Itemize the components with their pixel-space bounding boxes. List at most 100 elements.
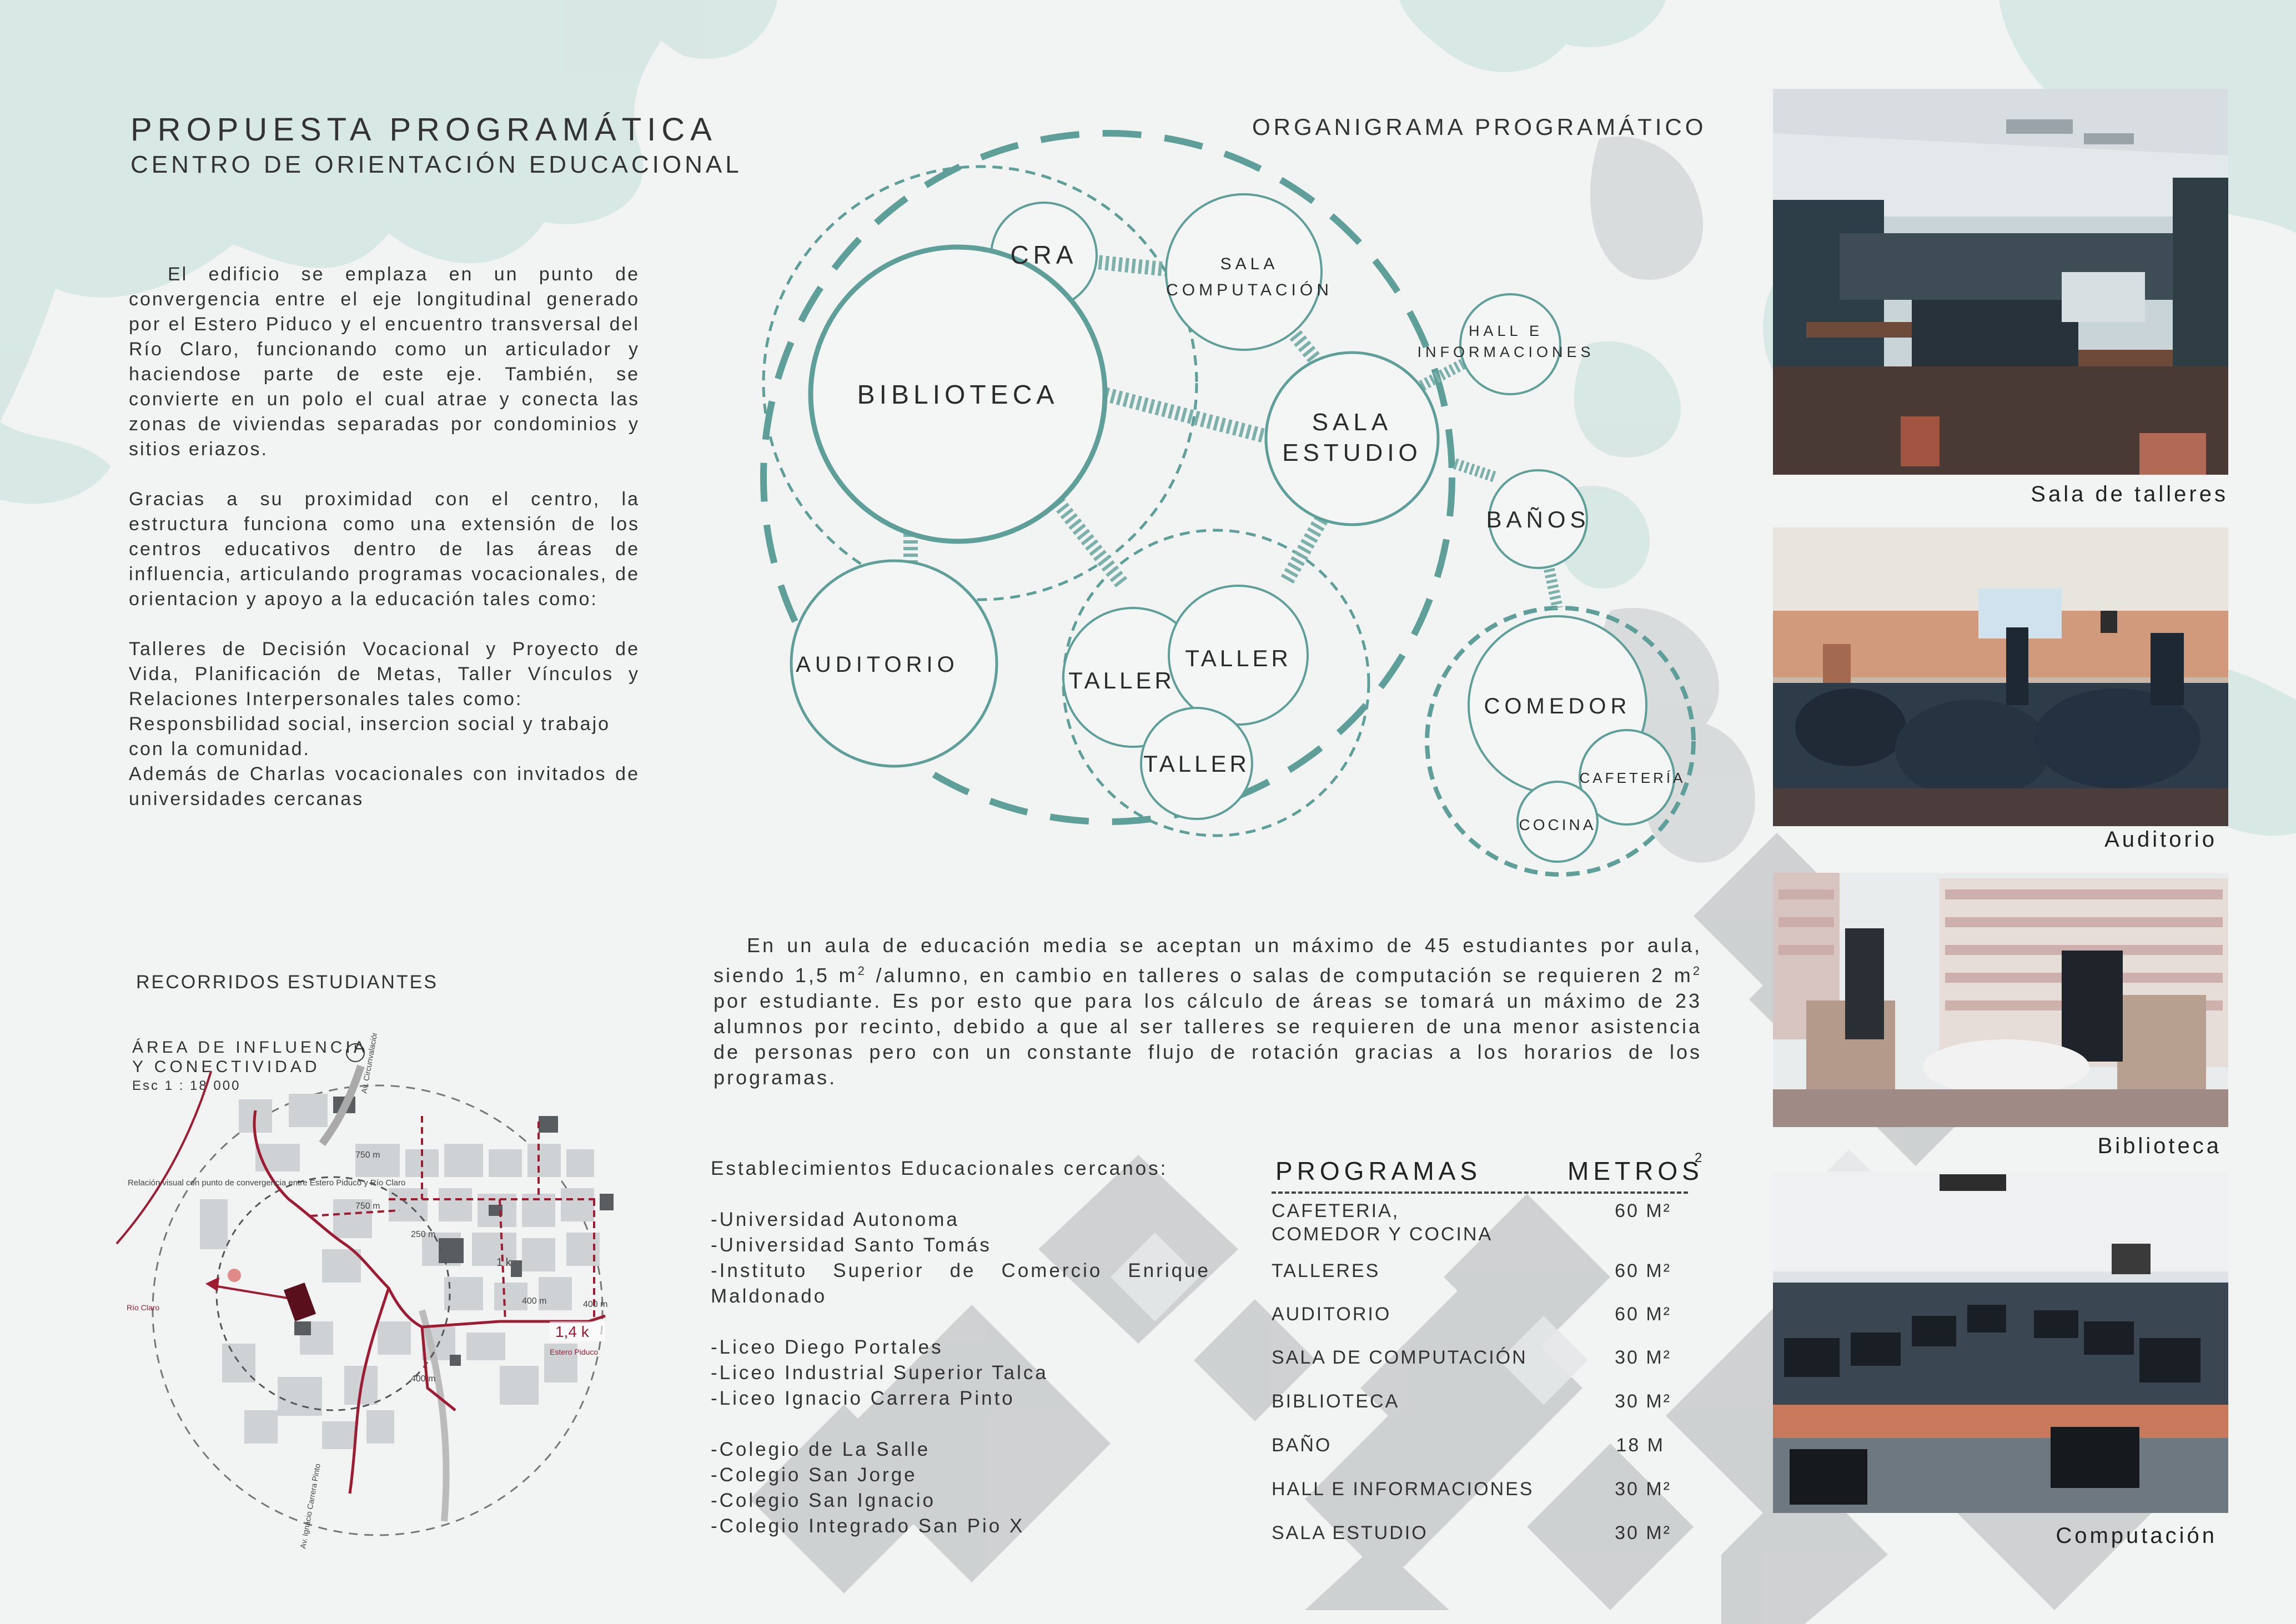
photo-sala-talleres [1773, 89, 2228, 475]
programas-header-metros: METROS [1567, 1157, 1704, 1185]
node-sala-estudio [1264, 351, 1440, 526]
programas-header-sup: 2 [1695, 1150, 1702, 1165]
page-subtitle: CENTRO DE ORIENTACIÓN EDUCACIONAL [130, 151, 742, 178]
intro-paragraph-2: Gracias a su proximidad con el centro, l… [129, 489, 640, 610]
node-taller-c-label: TALLER [1143, 751, 1250, 777]
caption-biblioteca: Biblioteca [2097, 1134, 2222, 1158]
est-colegio-san-jorge: -Colegio San Jorge [711, 1464, 917, 1486]
node-cocina-label: COCINA [1519, 816, 1596, 833]
intro-text: El edificio se emplaza en un punto de co… [129, 262, 640, 812]
programa-value: 30 M² [1615, 1391, 1671, 1412]
node-biblioteca [808, 244, 1108, 544]
comedor-group-circle [1425, 606, 1696, 877]
organigrama-diagram: CRA SALA COMPUTACIÓN BIBLIOTECA HALL E I… [760, 130, 1696, 877]
photo-biblioteca [1773, 873, 2228, 1127]
programa-name-2: COMEDOR Y COCINA [1272, 1224, 1493, 1245]
node-biblioteca-label: BIBLIOTECA [857, 380, 1059, 410]
node-taller-b-label: TALLER [1185, 645, 1292, 671]
node-hall-label-2: INFORMACIONES [1417, 344, 1594, 360]
capacity-text-1: En un aula de educación media se aceptan… [714, 934, 1702, 987]
outer-influence-circle [152, 1084, 604, 1536]
node-cra-label: CRA [1010, 240, 1077, 269]
intro-paragraph-4: Responsbilidad social, insercion social … [129, 713, 611, 760]
node-cafeteria [1579, 729, 1675, 826]
programa-name: HALL E INFORMACIONES [1272, 1479, 1534, 1500]
map-label-rio: Río Claro [127, 1303, 159, 1312]
establecimientos-title: Establecimientos Educacionales cercanos: [711, 1158, 1168, 1179]
programas-table: PROGRAMAS METROS 2 CAFETERIA, COMEDOR Y … [1272, 1149, 1705, 1571]
programa-name: SALA DE COMPUTACIÓN [1272, 1347, 1528, 1368]
programa-value: 30 M² [1615, 1522, 1671, 1543]
dist-750-a: 750 m [355, 1150, 380, 1160]
programa-name: AUDITORIO [1272, 1304, 1391, 1325]
page-title: PROPUESTA PROGRAMÁTICA [130, 112, 717, 148]
intro-paragraph-1: El edificio se emplaza en un punto de co… [129, 262, 640, 462]
establecimientos-group-2: -Liceo Diego Portales -Liceo Industrial … [711, 1335, 1210, 1411]
node-sala-comp-label-2: COMPUTACIÓN [1166, 281, 1333, 299]
outer-group-circle [760, 130, 1455, 825]
dist-400-c: 400 m [411, 1374, 435, 1384]
dist-400-b: 400 m [583, 1300, 607, 1309]
est-universidad-autonoma: -Universidad Autonoma [711, 1209, 959, 1230]
capacity-text-3: por estudiante. Es por esto que para los… [714, 989, 1702, 1089]
map-section-title: RECORRIDOS ESTUDIANTES [136, 972, 438, 993]
caption-computacion: Computación [2056, 1524, 2217, 1548]
north-arrow-icon [346, 1043, 365, 1062]
map-area-title-1: ÁREA DE INFLUENCIA [132, 1038, 368, 1057]
intro-p1-text: El edificio se emplaza en un punto de co… [129, 264, 640, 460]
city-blocks [200, 1094, 600, 1449]
programas-header-divider [1272, 1191, 1688, 1194]
photo-computacion [1773, 1172, 2228, 1513]
intro-paragraph-5: Además de Charlas vocacionales con invit… [129, 763, 640, 810]
est-colegio-san-ignacio: -Colegio San Ignacio [711, 1490, 936, 1511]
photo-auditorio [1773, 527, 2228, 826]
map-label-visual: Relación visual con punto de convergenci… [128, 1178, 405, 1188]
organigrama-title: ORGANIGRAMA PROGRAMÁTICO [1252, 114, 1707, 140]
taller-group-circle [1062, 529, 1370, 837]
capacity-sup-1: 2 [857, 964, 867, 978]
programa-value: 60 M² [1615, 1260, 1671, 1281]
establecimientos-list: Establecimientos Educacionales cercanos:… [711, 1156, 1210, 1565]
est-liceo-carrera-pinto: -Liceo Ignacio Carrera Pinto [711, 1387, 1015, 1409]
dist-400-a: 400 m [522, 1296, 546, 1306]
node-banos [1488, 469, 1588, 569]
node-hall-label-1: HALL E [1469, 323, 1543, 339]
dashed-routes [310, 1116, 600, 1322]
student-routes [253, 1110, 606, 1494]
programas-header-prog: PROGRAMAS [1275, 1157, 1482, 1185]
node-taller-c [1140, 707, 1253, 820]
node-banos-label: BAÑOS [1486, 506, 1590, 532]
programa-value: 30 M² [1615, 1479, 1671, 1500]
capacity-text-2: /alumno, en cambio en talleres o salas d… [866, 964, 1693, 987]
est-liceo-diego-portales: -Liceo Diego Portales [711, 1336, 943, 1358]
node-sala-est-label-2: ESTUDIO [1282, 439, 1422, 466]
influence-map: Relación visual con punto de convergenci… [115, 1033, 614, 1550]
programa-name: SALA ESTUDIO [1272, 1522, 1428, 1543]
node-taller-a-label: TALLER [1068, 667, 1175, 693]
dist-750-b: 750 m [355, 1201, 380, 1211]
establecimientos-group-3: -Colegio de La Salle -Colegio San Jorge … [711, 1437, 1210, 1539]
programa-value: 60 M² [1615, 1304, 1671, 1325]
est-liceo-industrial: -Liceo Industrial Superior Talca [711, 1362, 1048, 1384]
node-auditorio-label: AUDITORIO [796, 652, 959, 677]
programa-name: BAÑO [1272, 1435, 1332, 1456]
dist-1-4k: 1,4 k [555, 1323, 590, 1340]
biblioteca-group-circle [762, 165, 1198, 601]
est-colegio-san-pio-x: -Colegio Integrado San Pio X [711, 1515, 1025, 1537]
capacity-text: En un aula de educación media se aceptan… [714, 933, 1702, 1090]
node-cafeteria-label: CAFETERÍA [1580, 770, 1686, 786]
est-instituto-comercio: -Instituto Superior de Comercio Enrique … [711, 1260, 1210, 1307]
node-hall [1459, 293, 1561, 395]
project-site-marker [283, 1282, 316, 1322]
node-sala-est-label-1: SALA [1312, 409, 1393, 436]
inner-influence-circle [215, 1176, 451, 1411]
map-scale: Esc 1 : 18 000 [132, 1078, 241, 1093]
programa-value: 18 M [1616, 1435, 1665, 1456]
est-colegio-la-salle: -Colegio de La Salle [711, 1439, 931, 1460]
connectors-small [1419, 356, 1563, 610]
node-cocina [1516, 781, 1599, 863]
dist-1k: 1 k [496, 1256, 512, 1269]
node-sala-computacion [1165, 193, 1323, 351]
programa-value: 60 M² [1615, 1200, 1671, 1221]
node-auditorio [790, 559, 998, 768]
